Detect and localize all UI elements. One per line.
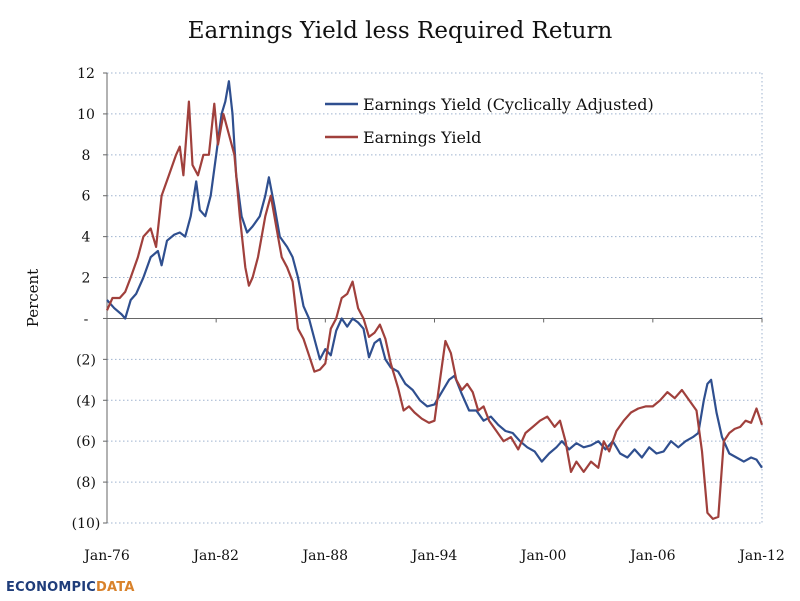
x-tick-label: Jan-76: [82, 548, 130, 564]
y-tick-label: (8): [76, 475, 96, 491]
y-tick-label: (6): [76, 434, 96, 450]
y-tick-label: 2: [82, 271, 91, 287]
y-tick-label: 8: [82, 148, 91, 164]
y-tick-label: (10): [72, 516, 101, 532]
legend-label: Earnings Yield (Cyclically Adjusted): [363, 95, 654, 114]
chart-title: Earnings Yield less Required Return: [188, 18, 613, 44]
y-tick-label: (2): [76, 352, 96, 368]
series-lines: [105, 80, 764, 520]
series-line-earnings-yield: [105, 100, 764, 520]
legend: Earnings Yield (Cyclically Adjusted) Earn…: [325, 95, 654, 147]
y-tick-label: 6: [82, 189, 91, 205]
y-tick-label: 12: [77, 66, 95, 82]
y-tick-label: 10: [77, 107, 95, 123]
y-tick-label: 4: [82, 230, 91, 246]
x-tick-label: Jan-82: [191, 548, 239, 564]
y-tick-label: -: [84, 311, 89, 327]
axes: 12 10 8 6 4 2 - (2) (4) (6) (8) (10) Jan-76 Jan-82 Jan…: [72, 66, 785, 564]
x-tick-label: Jan-00: [519, 548, 567, 564]
x-tick-label: Jan-06: [628, 548, 676, 564]
x-tick-label: Jan-88: [301, 548, 349, 564]
economicdata-logo: ECONOMPICDATA: [6, 580, 135, 595]
y-axis-title: Percent: [24, 269, 42, 327]
x-tick-label: Jan-12: [737, 548, 785, 564]
logo-text-part1: ECONOMPIC: [6, 580, 97, 595]
series-line-cape-earnings-yield: [106, 80, 763, 469]
y-tick-label: (4): [76, 393, 96, 409]
logo-text-part2: DATA: [96, 580, 135, 595]
x-tick-label: Jan-94: [410, 548, 458, 564]
legend-label: Earnings Yield: [363, 128, 481, 147]
